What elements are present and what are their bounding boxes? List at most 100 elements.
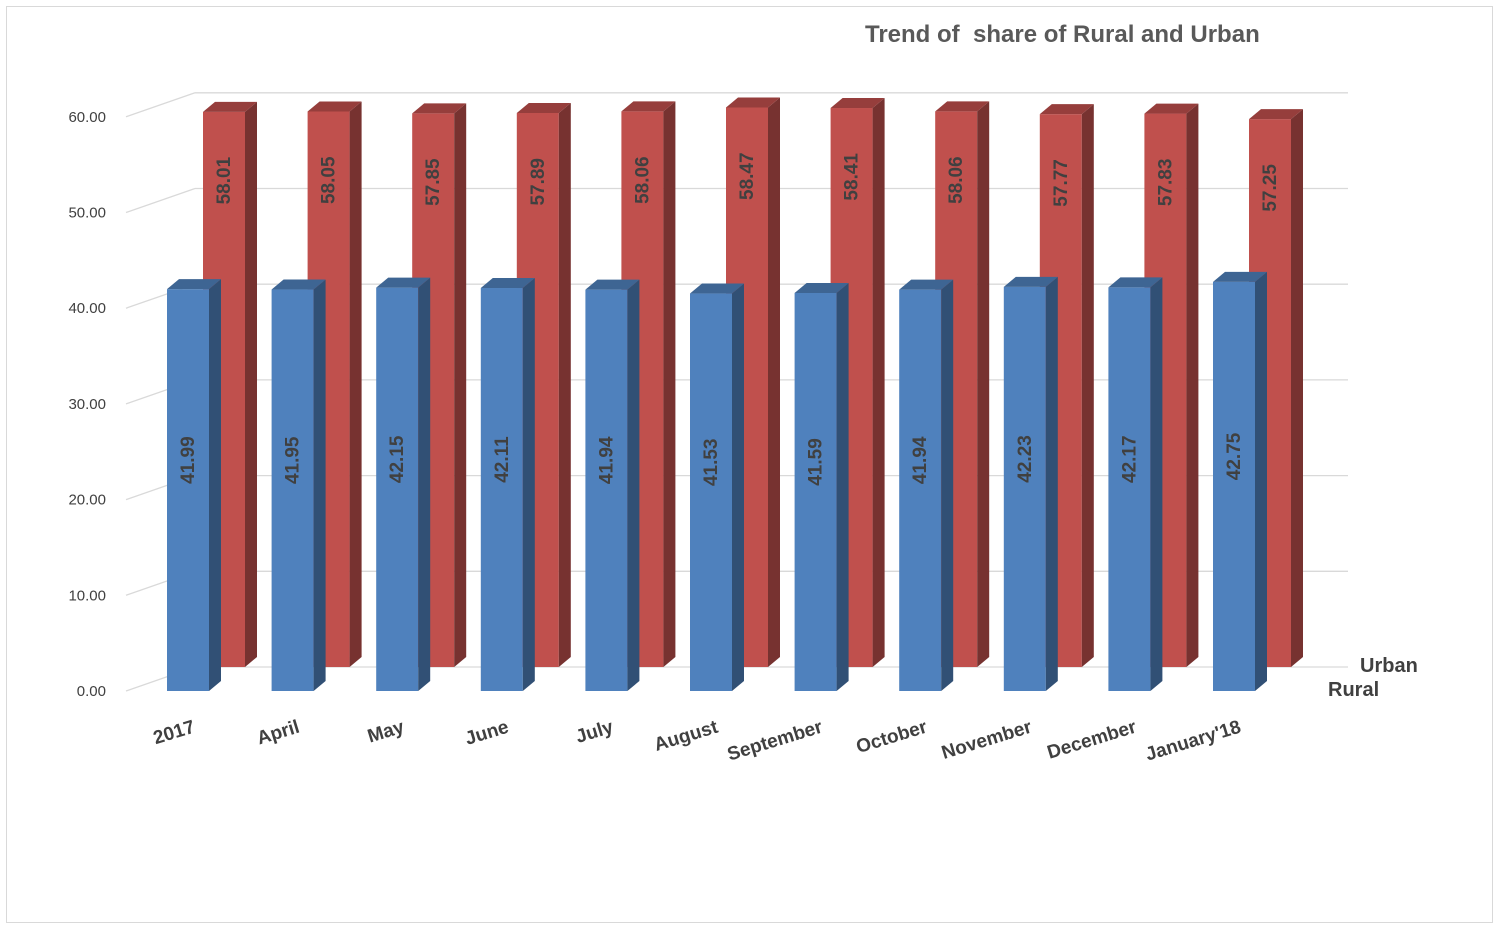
data-label-rural: 41.95 xyxy=(283,436,304,484)
x-tick-label: January'18 xyxy=(1143,717,1243,766)
bar-urban-side xyxy=(349,101,362,668)
data-label-rural: 42.17 xyxy=(1119,435,1140,483)
bar-rural xyxy=(480,278,535,691)
y-tick-label: 50.00 xyxy=(68,205,106,222)
chart-frame xyxy=(6,6,1493,923)
bar-rural-front xyxy=(1213,281,1255,691)
bar-rural xyxy=(1213,271,1267,691)
data-label-rural: 41.59 xyxy=(806,438,827,486)
series-rural: 41.99 41.95 42.15 42.11 41.94 41.53 41.59 41.94… xyxy=(167,271,1267,691)
chart-title: Trend of share of Rural and Urban xyxy=(865,21,1260,48)
x-tick-label: June xyxy=(463,717,512,750)
bar-rural-front xyxy=(1108,287,1151,691)
bar-urban-top xyxy=(307,101,362,112)
bar-rural-front xyxy=(1003,286,1046,691)
bar-rural-top xyxy=(1108,277,1163,288)
bar-rural-front xyxy=(585,289,628,691)
bar-rural-side xyxy=(836,282,849,691)
bar-rural-side xyxy=(209,279,221,691)
y-tick-label: 60.00 xyxy=(68,109,106,126)
bar-urban-top xyxy=(830,98,885,109)
data-label-rural: 42.15 xyxy=(387,435,408,483)
bar-urban-side xyxy=(1186,103,1199,668)
bar-rural-top xyxy=(167,279,221,290)
gridline-side xyxy=(125,187,196,214)
bar-rural xyxy=(899,279,954,691)
bar-rural-front xyxy=(899,289,942,691)
x-tick-label: December xyxy=(1045,717,1140,764)
bar-urban-side xyxy=(872,98,885,667)
x-tick-label: April xyxy=(255,717,303,750)
bar-rural-front xyxy=(167,289,209,691)
bar-rural xyxy=(794,282,849,691)
bar-rural-front xyxy=(376,287,419,691)
bar-urban-side xyxy=(454,103,467,668)
bar-rural xyxy=(690,283,744,691)
data-label-urban: 58.47 xyxy=(737,152,758,200)
y-tick-label: 10.00 xyxy=(68,587,106,604)
bar-rural-side xyxy=(1045,276,1058,691)
bar-rural-side xyxy=(941,279,954,691)
bar-rural-side xyxy=(313,279,326,691)
bar-rural-side xyxy=(627,279,640,691)
bar-rural xyxy=(1003,276,1058,691)
x-tick-label: November xyxy=(939,717,1035,764)
bar-rural-top xyxy=(690,283,744,294)
bar-rural-side xyxy=(732,283,744,691)
bar-urban-side xyxy=(768,97,780,668)
bar-urban-side xyxy=(1081,104,1094,667)
x-tick-label: July xyxy=(573,717,616,748)
data-label-urban: 57.85 xyxy=(423,158,444,206)
bar-urban-top xyxy=(1039,104,1094,115)
bar-rural-front xyxy=(271,289,314,691)
bar-rural-top xyxy=(1213,271,1267,282)
x-tick-label: August xyxy=(652,717,721,756)
data-label-urban: 57.83 xyxy=(1155,159,1176,207)
bar-rural xyxy=(585,279,640,691)
gridline-side xyxy=(125,92,196,118)
data-label-urban: 58.01 xyxy=(214,156,235,204)
series-label-urban: Urban xyxy=(1360,655,1418,677)
bar-rural xyxy=(271,279,326,691)
y-tick-label: 40.00 xyxy=(68,300,106,317)
y-tick-label: 0.00 xyxy=(77,683,106,700)
bar-rural-side xyxy=(1255,271,1267,691)
x-tick-label: September xyxy=(725,717,826,766)
y-tick-label: 30.00 xyxy=(68,396,106,413)
bar-urban-top xyxy=(621,101,676,112)
bar-rural xyxy=(376,277,431,691)
x-tick-label: May xyxy=(365,717,407,748)
bar-rural-top xyxy=(899,279,954,290)
bar-urban-side xyxy=(558,102,571,668)
bar-rural-top xyxy=(376,277,431,288)
bar-rural-top xyxy=(585,279,640,290)
data-label-rural: 41.94 xyxy=(596,436,617,484)
bar-rural-front xyxy=(690,293,732,691)
bar-rural-side xyxy=(522,278,535,691)
data-label-rural: 42.75 xyxy=(1224,432,1245,480)
bar-urban-side xyxy=(1291,109,1303,668)
bar-urban-top xyxy=(1144,103,1199,114)
bar-rural-front xyxy=(480,288,523,691)
bar-rural-side xyxy=(418,277,431,691)
data-label-urban: 57.77 xyxy=(1051,159,1072,207)
data-label-rural: 41.99 xyxy=(178,436,199,484)
bar-urban-side xyxy=(977,101,990,668)
data-label-rural: 41.94 xyxy=(910,436,931,484)
bar-rural-side xyxy=(1150,277,1163,691)
data-label-urban: 58.41 xyxy=(842,153,863,201)
data-label-urban: 58.06 xyxy=(946,156,967,204)
bar-rural-front xyxy=(794,292,837,691)
data-label-urban: 57.25 xyxy=(1260,164,1281,212)
data-label-urban: 57.89 xyxy=(528,158,549,206)
bar-rural xyxy=(1108,277,1163,691)
data-label-urban: 58.05 xyxy=(319,156,340,204)
data-label-rural: 42.11 xyxy=(492,436,513,483)
bar-urban-side xyxy=(245,101,257,667)
x-tick-label: October xyxy=(854,717,930,759)
data-label-rural: 42.23 xyxy=(1015,435,1036,483)
bar-urban-top xyxy=(412,103,467,114)
y-tick-label: 20.00 xyxy=(68,492,106,509)
x-tick-label: 2017 xyxy=(151,717,198,749)
bar-rural-top xyxy=(1003,276,1058,287)
